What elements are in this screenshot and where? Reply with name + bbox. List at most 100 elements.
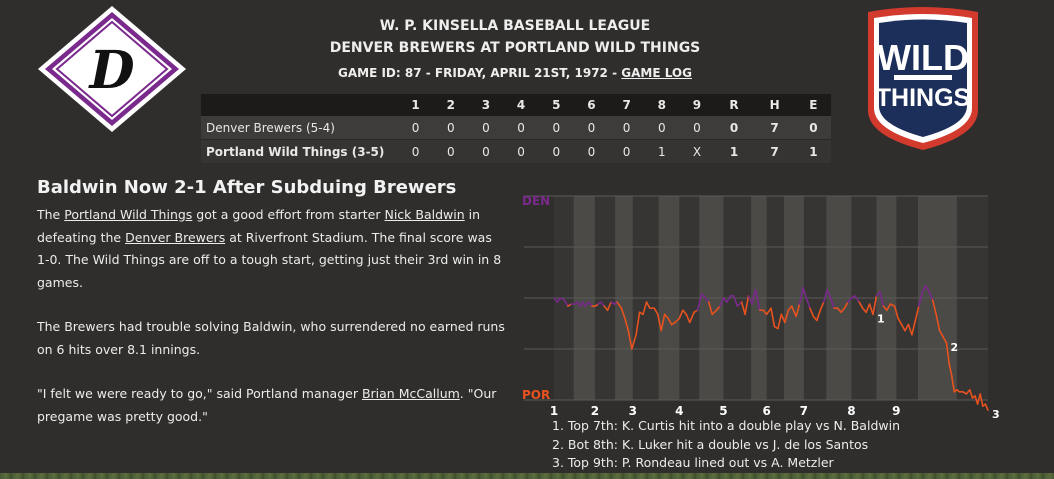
wp-segment bbox=[928, 291, 934, 301]
wp-segment bbox=[682, 309, 688, 316]
win-probability-line bbox=[553, 284, 989, 411]
inning-score: 0 bbox=[573, 116, 610, 140]
chart-note: 1. Top 7th: K. Curtis hit into a double … bbox=[552, 418, 900, 433]
wp-segment bbox=[868, 303, 874, 316]
chart-x-ticks: 1 2 3 4 5 6 7 8 9 bbox=[550, 404, 901, 418]
game-info-text: GAME ID: 87 - FRIDAY, APRIL 21ST, 1972 - bbox=[338, 66, 618, 80]
chart-notes: 1. Top 7th: K. Curtis hit into a double … bbox=[552, 417, 900, 473]
wp-segment bbox=[858, 301, 864, 309]
wp-segment bbox=[726, 295, 732, 303]
inning-header: 3 bbox=[468, 94, 504, 116]
home-logo-line1: WILD bbox=[877, 37, 969, 78]
x-tick-label: 5 bbox=[719, 404, 727, 418]
inning-header: 8 bbox=[644, 94, 680, 116]
wp-segment bbox=[762, 309, 768, 316]
story-paragraph: The Brewers had trouble solving Baldwin,… bbox=[37, 319, 505, 357]
inning-score: 0 bbox=[398, 116, 434, 140]
wp-segment bbox=[790, 305, 797, 318]
wp-segment bbox=[645, 301, 651, 309]
wp-segment bbox=[843, 301, 849, 309]
wp-segment bbox=[635, 311, 641, 336]
inning-score: 1 bbox=[644, 139, 680, 163]
hits-total: 7 bbox=[753, 116, 796, 140]
home-logo-line2: THINGS bbox=[876, 84, 970, 112]
inning-header: 4 bbox=[503, 94, 539, 116]
chart-annotation-label: 3 bbox=[992, 408, 1000, 418]
inning-score: 0 bbox=[433, 116, 469, 140]
inning-header: 1 bbox=[398, 94, 434, 116]
linescore-table: 1 2 3 4 5 6 7 8 9 R H E Denver Brewers (… bbox=[201, 94, 831, 163]
wp-segment bbox=[751, 289, 757, 305]
wp-segment bbox=[660, 313, 666, 332]
inning-header: 5 bbox=[538, 94, 574, 116]
manager-link-mccallum[interactable]: Brian McCallum bbox=[361, 386, 460, 401]
wp-segment bbox=[754, 289, 761, 312]
player-link-baldwin[interactable]: Nick Baldwin bbox=[384, 207, 465, 222]
x-tick-label: 1 bbox=[550, 404, 558, 418]
chart-gridlines bbox=[524, 195, 988, 401]
wp-segment bbox=[784, 309, 790, 324]
inning-score: 0 bbox=[503, 139, 539, 163]
wp-segment bbox=[886, 303, 892, 312]
linescore-row-away: Denver Brewers (5-4) 0 0 0 0 0 0 0 0 0 0… bbox=[201, 116, 831, 140]
team-link-denver[interactable]: Denver Brewers bbox=[125, 229, 226, 245]
linescore-row-home: Portland Wild Things (3-5) 0 0 0 0 0 0 0… bbox=[201, 139, 831, 163]
wp-segment bbox=[847, 297, 853, 303]
x-tick-label: 8 bbox=[847, 404, 855, 418]
wp-segment bbox=[900, 323, 906, 332]
wp-segment bbox=[829, 297, 835, 309]
wp-segment bbox=[802, 287, 808, 299]
team-link-portland[interactable]: Portland Wild Things bbox=[64, 207, 193, 222]
story-text: got a good effort from starter bbox=[192, 207, 385, 222]
x-tick-label: 2 bbox=[591, 404, 599, 418]
chart-annotations: 1 2 3 bbox=[877, 312, 1000, 418]
inning-header: 9 bbox=[679, 94, 715, 116]
wp-segment bbox=[822, 289, 828, 303]
wp-segment bbox=[819, 301, 825, 312]
wp-segment bbox=[765, 307, 772, 316]
wp-segment bbox=[599, 301, 605, 307]
wp-segment bbox=[816, 309, 822, 322]
wp-segment bbox=[678, 309, 684, 320]
wp-segment bbox=[777, 313, 783, 330]
wp-segment bbox=[663, 313, 669, 320]
wp-segment bbox=[979, 393, 984, 407]
team-name: Portland Wild Things (3-5) bbox=[201, 139, 398, 163]
wp-segment bbox=[865, 303, 871, 314]
wp-segment bbox=[770, 307, 776, 328]
wp-segment bbox=[606, 301, 612, 312]
wp-segment bbox=[969, 389, 974, 399]
wp-segment bbox=[747, 295, 753, 305]
win-probability-chart: 1 2 3 1 2 3 4 5 6 7 8 9 DEN POR bbox=[522, 194, 1000, 418]
runs-header: R bbox=[714, 94, 754, 116]
inning-score: 0 bbox=[573, 139, 610, 163]
team-name: Denver Brewers (5-4) bbox=[201, 116, 398, 140]
wp-segment bbox=[653, 307, 659, 316]
wp-segment bbox=[642, 301, 648, 316]
wp-segment bbox=[904, 323, 910, 332]
matchup-title: DENVER BREWERS AT PORTLAND WILD THINGS bbox=[329, 40, 701, 56]
wp-segment bbox=[696, 293, 703, 312]
story-body: The Portland Wild Things got a good effo… bbox=[37, 204, 507, 450]
linescore-header-row: 1 2 3 4 5 6 7 8 9 R H E bbox=[201, 94, 831, 116]
game-log-link[interactable]: GAME LOG bbox=[621, 66, 692, 80]
wp-segment bbox=[826, 289, 832, 299]
hits-total: 7 bbox=[753, 139, 796, 163]
wp-segment bbox=[556, 297, 561, 303]
inning-header: 2 bbox=[433, 94, 469, 116]
hits-header: H bbox=[753, 94, 796, 116]
grass-strip bbox=[0, 473, 1054, 479]
story-text: "I felt we were ready to go," said Portl… bbox=[37, 386, 362, 401]
wp-segment bbox=[893, 305, 899, 320]
wp-segment bbox=[938, 329, 944, 338]
portland-wild-things-logo: WILD THINGS bbox=[868, 7, 978, 150]
inning-header: 6 bbox=[573, 94, 610, 116]
wp-segment bbox=[719, 297, 725, 307]
story-text: . "Our pregame was pretty good." bbox=[37, 386, 497, 424]
chart-top-label: DEN bbox=[522, 194, 550, 208]
wp-segment bbox=[879, 291, 885, 307]
wp-segment bbox=[948, 362, 953, 377]
wp-segment bbox=[667, 317, 673, 326]
wp-segment bbox=[620, 307, 626, 320]
inning-score: 0 bbox=[468, 139, 504, 163]
